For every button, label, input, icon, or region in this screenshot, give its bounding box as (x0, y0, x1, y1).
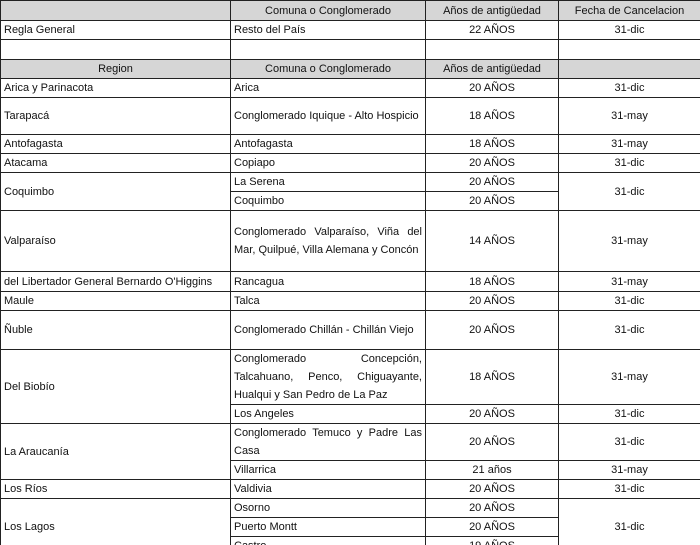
cell: Los Lagos (0, 498, 231, 545)
header-cell: Region (0, 59, 231, 79)
cell: 20 AÑOS (425, 191, 559, 211)
cell: 31-may (558, 349, 700, 405)
header-cell: Comuna o Conglomerado (230, 0, 426, 21)
cell: Conglomerado Temuco y Padre Las Casa (230, 423, 426, 461)
cell: Castro (230, 536, 426, 545)
cell: Ñuble (0, 310, 231, 350)
cell: Maule (0, 291, 231, 311)
cell: Talca (230, 291, 426, 311)
header-cell: Comuna o Conglomerado (230, 59, 426, 79)
cell: 31-dic (558, 153, 700, 173)
cell (558, 59, 700, 79)
cell: Valdivia (230, 479, 426, 499)
row: Ñuble Conglomerado Chillán - Chillán Viej… (0, 310, 700, 350)
row: Del Biobío Conglomerado Concepción, Talca… (0, 349, 700, 424)
row: Valparaíso Conglomerado Valparaíso, Viña … (0, 210, 700, 272)
cell: 20 AÑOS (425, 498, 559, 518)
cell: 18 AÑOS (425, 97, 559, 135)
row: Los Lagos Osorno 20 AÑOS 31-dic (0, 498, 700, 545)
cell: 31-dic (558, 423, 700, 461)
cell: Antofagasta (230, 134, 426, 154)
row: Tarapacá Conglomerado Iquique - Alto Hosp… (0, 97, 700, 135)
cell: 31-dic (558, 20, 700, 40)
cell: Villarrica (230, 460, 426, 480)
cell: Conglomerado Valparaíso, Viña del Mar, Q… (230, 210, 426, 272)
cell: Los Angeles (230, 404, 426, 424)
cell: 22 AÑOS (425, 20, 559, 40)
cell: La Serena (230, 172, 426, 192)
cell: 31-may (558, 271, 700, 292)
header-row: Comuna o Conglomerado Años de antigüedad… (0, 0, 700, 21)
cell: 20 AÑOS (425, 78, 559, 98)
cell: Conglomerado Iquique - Alto Hospicio (230, 97, 426, 135)
header-cell: Años de antigüedad (425, 0, 559, 21)
cell: 31-dic (558, 404, 700, 424)
row: Arica y Parinacota Arica 20 AÑOS 31-dic (0, 78, 700, 98)
cell: 31-dic (558, 310, 700, 350)
cell: 20 AÑOS (425, 423, 559, 461)
row: Regla General Resto del País 22 AÑOS 31-… (0, 20, 700, 40)
cell: Copiapo (230, 153, 426, 173)
spacer-row (0, 39, 700, 60)
cell: 20 AÑOS (425, 310, 559, 350)
cell: Los Ríos (0, 479, 231, 499)
cell: 31-may (558, 97, 700, 135)
cell: 19 AÑOS (425, 536, 559, 545)
cell: Rancagua (230, 271, 426, 292)
cell: La Araucanía (0, 423, 231, 480)
cell: Regla General (0, 20, 231, 40)
row: Maule Talca 20 AÑOS 31-dic (0, 291, 700, 311)
cell: Coquimbo (230, 191, 426, 211)
cell: 31-dic (558, 498, 700, 545)
cell: 14 AÑOS (425, 210, 559, 272)
row: Castro19 AÑOS (1, 536, 700, 545)
cell (0, 0, 231, 21)
row: Atacama Copiapo 20 AÑOS 31-dic (0, 153, 700, 173)
row: del Libertador General Bernardo O'Higgin… (0, 271, 700, 292)
cell: Arica (230, 78, 426, 98)
row: La Araucanía Conglomerado Temuco y Padre … (0, 423, 700, 480)
cell: del Libertador General Bernardo O'Higgin… (0, 271, 231, 292)
cell: Del Biobío (0, 349, 231, 424)
row: Los Ríos Valdivia 20 AÑOS 31-dic (0, 479, 700, 499)
cell: 21 años (425, 460, 559, 480)
cell: 20 AÑOS (425, 404, 559, 424)
header-cell: Fecha de Cancelacion (558, 0, 700, 21)
cell: Puerto Montt (230, 517, 426, 537)
row: Puerto Montt 20 AÑOS (1, 517, 700, 537)
cell: Osorno (230, 498, 426, 518)
cell: 18 AÑOS (425, 134, 559, 154)
cell: Tarapacá (0, 97, 231, 135)
cell: 20 AÑOS (425, 479, 559, 499)
row: Antofagasta Antofagasta 18 AÑOS 31-may (0, 134, 700, 154)
cell: 31-dic (558, 291, 700, 311)
cell: Arica y Parinacota (0, 78, 231, 98)
cell: 31-dic (558, 172, 700, 211)
cell: 20 AÑOS (425, 291, 559, 311)
cell: 20 AÑOS (425, 517, 559, 537)
cell: Resto del País (230, 20, 426, 40)
cell: 20 AÑOS (425, 153, 559, 173)
cell: Antofagasta (0, 134, 231, 154)
cell: Conglomerado Concepción, Talcahuano, Pen… (230, 349, 426, 405)
cell: 31-dic (558, 78, 700, 98)
cell: Coquimbo (0, 172, 231, 211)
cell: 31-dic (558, 479, 700, 499)
header-cell: Años de antigüedad (425, 59, 559, 79)
cell: 31-may (558, 210, 700, 272)
cell: 20 AÑOS (425, 172, 559, 192)
cell: Conglomerado Chillán - Chillán Viejo (230, 310, 426, 350)
cell: 18 AÑOS (425, 349, 559, 405)
cell: 18 AÑOS (425, 271, 559, 292)
row: Coquimbo La Serena 20 AÑOS 31-dic (0, 172, 700, 211)
cell: Valparaíso (0, 210, 231, 272)
cell: Atacama (0, 153, 231, 173)
cell: 31-may (558, 134, 700, 154)
header-row: Region Comuna o Conglomerado Años de ant… (0, 59, 700, 79)
cell: 31-may (558, 460, 700, 480)
